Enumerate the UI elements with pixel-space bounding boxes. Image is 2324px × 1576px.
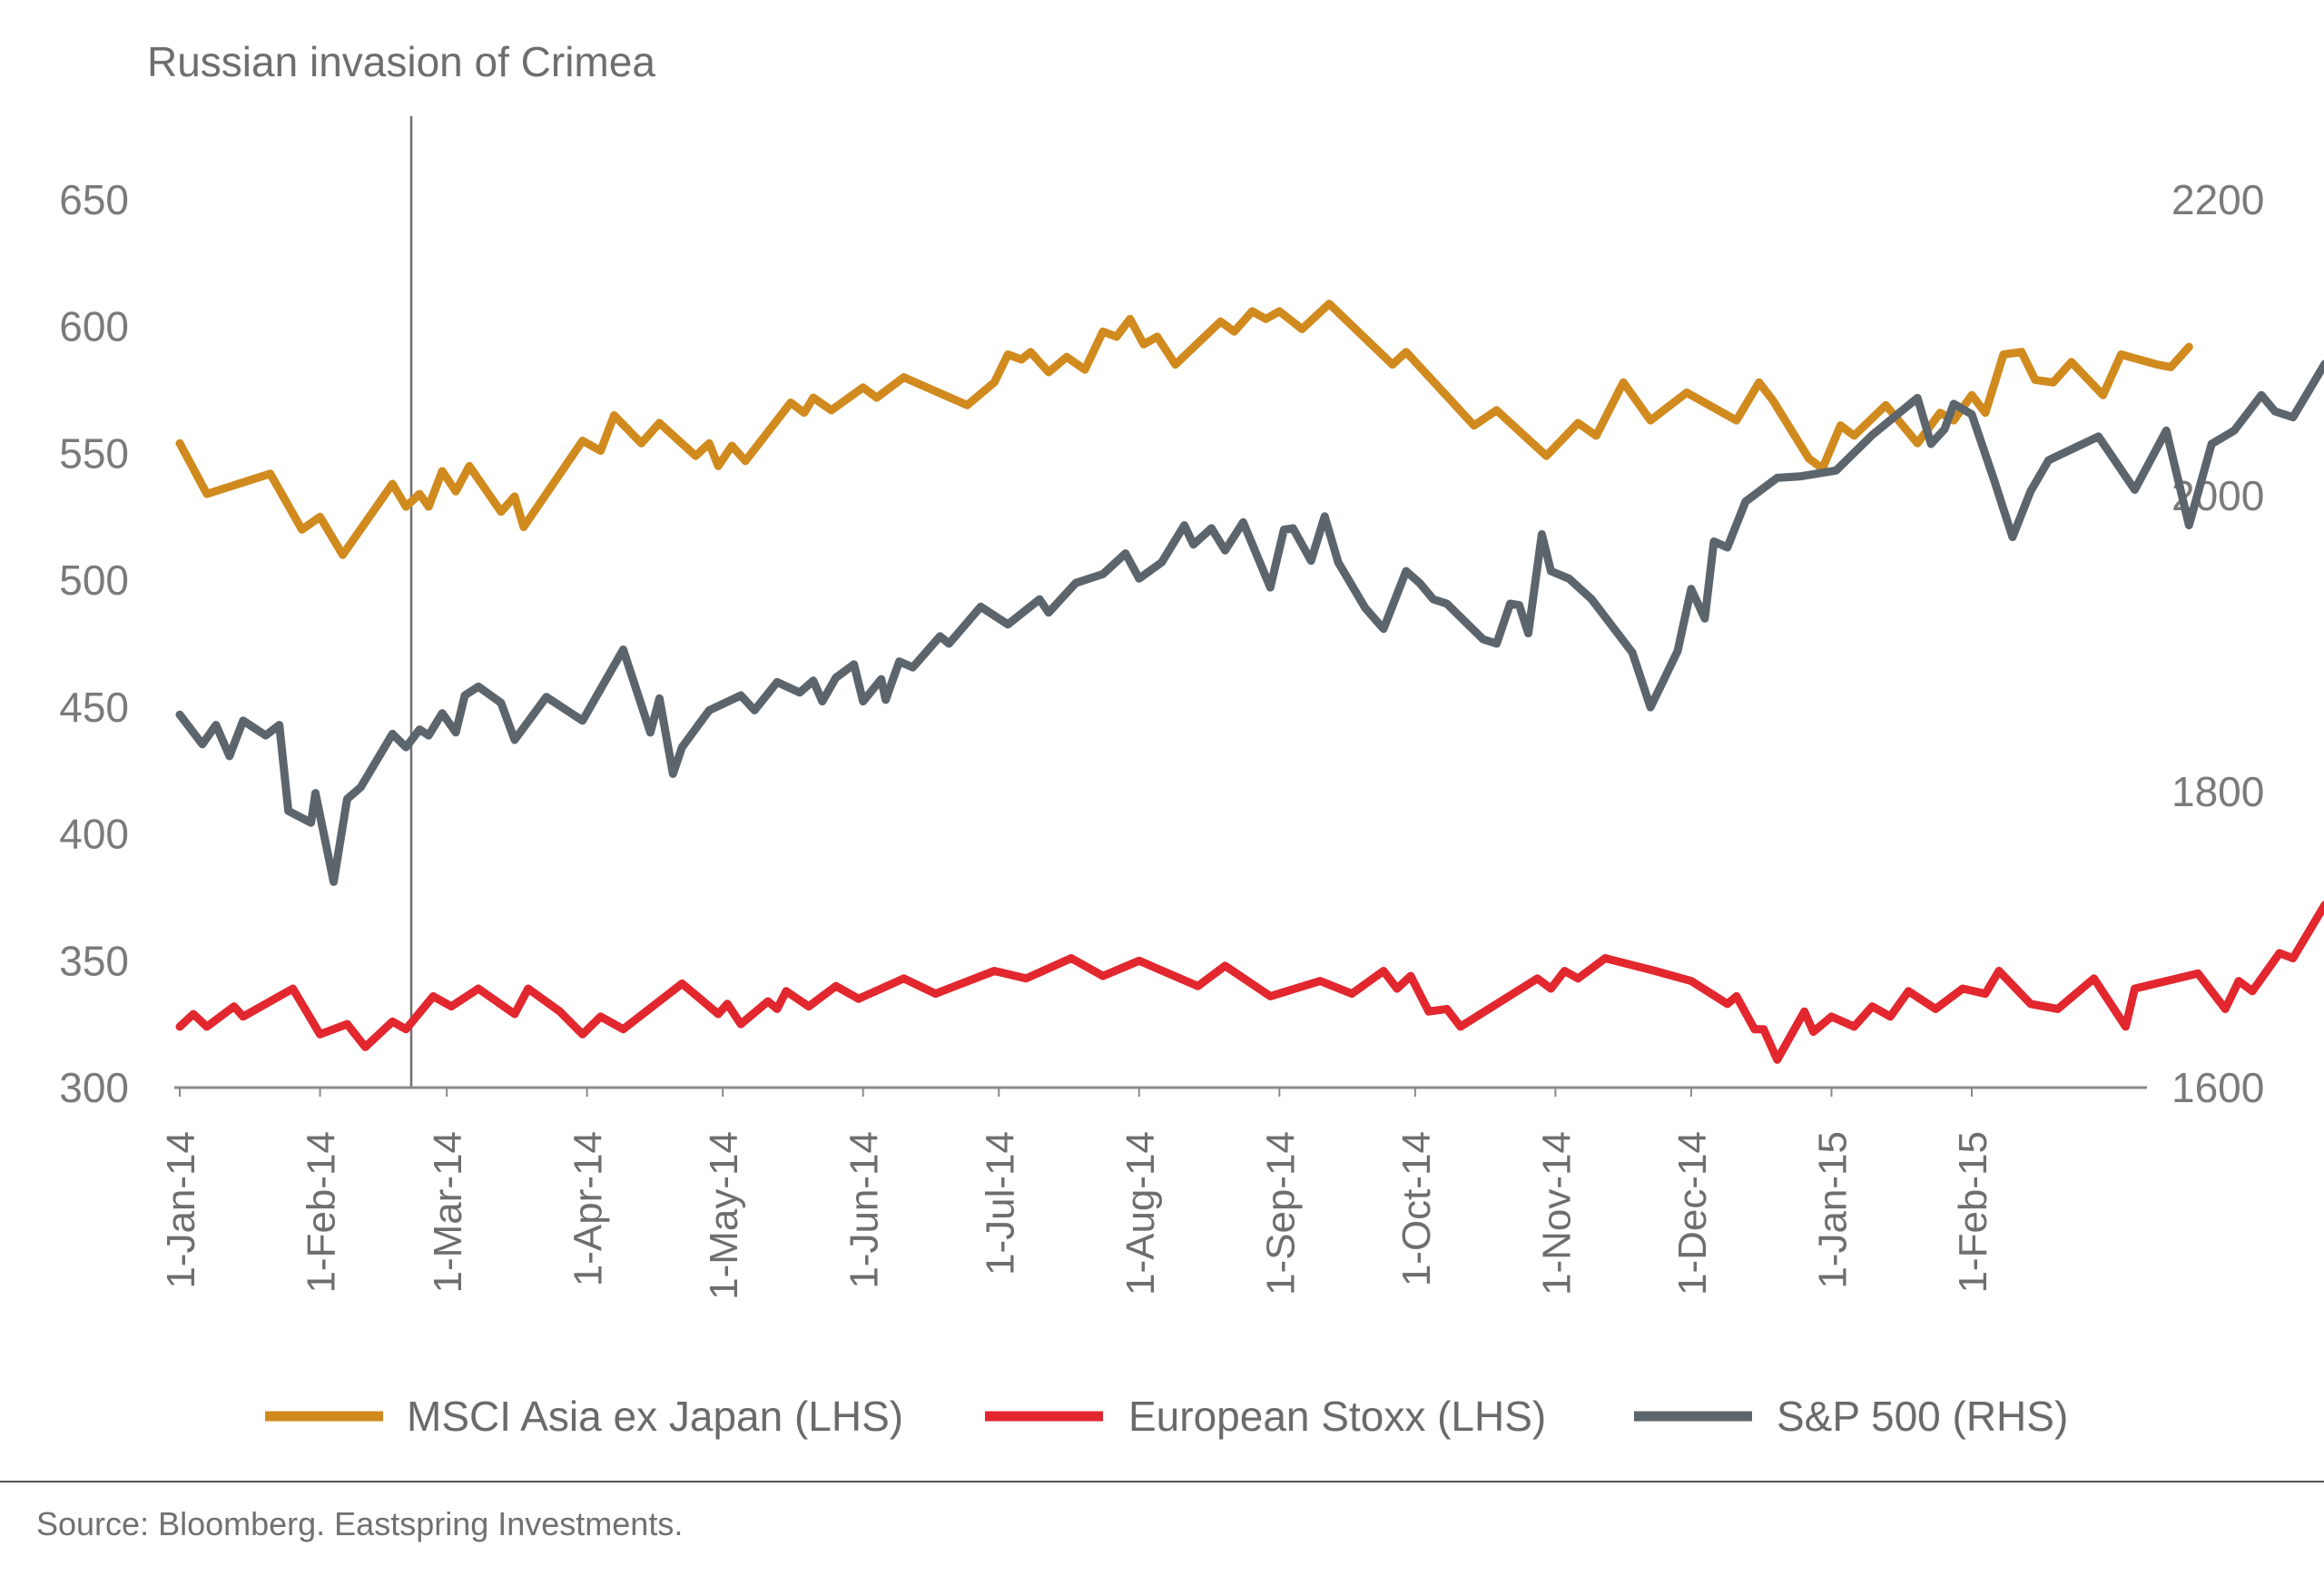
y-left-tick-label: 650 [59,176,129,223]
y-left-tick-label: 400 [59,811,129,858]
series-line-1 [175,300,2193,559]
legend-label: MSCI Asia ex Japan (LHS) [407,1393,903,1440]
y-right-tick-label: 1800 [2171,768,2264,815]
y-left-tick-label: 300 [59,1064,129,1111]
x-tick-label: 1-Nov-14 [1534,1131,1579,1295]
legend: MSCI Asia ex Japan (LHS) European Stoxx (… [265,1393,2068,1440]
x-tick-label: 1-Feb-15 [1951,1131,1995,1294]
series-layer [175,300,2324,1064]
x-tick-label: 1-Jan-15 [1810,1131,1855,1289]
series-line-2 [175,901,2324,1064]
y-left-tick-label: 600 [59,303,129,350]
y-left-tick-label: 450 [59,684,129,731]
x-tick-label: 1-Oct-14 [1394,1131,1439,1286]
y-right-tick-label: 1600 [2171,1064,2264,1111]
x-tick-label: 1-Apr-14 [566,1131,611,1286]
series-line-3 [175,360,2324,886]
x-tick-label: 1-Jan-14 [159,1131,203,1289]
y-left-tick-label: 550 [59,429,129,477]
legend-label: S&P 500 (RHS) [1777,1393,2068,1440]
annotation-label: Russian invasion of Crimea [147,38,655,85]
x-tick-label: 1-Mar-14 [426,1131,470,1294]
x-tick-label: 1-Feb-14 [300,1131,344,1294]
legend-label: European Stoxx (LHS) [1128,1393,1546,1440]
annotation-layer: Russian invasion of Crimea [147,38,655,1088]
x-tick-label: 1-Jul-14 [978,1131,1022,1276]
x-tick-label: 1-Sep-14 [1258,1131,1303,1295]
axis-layer: 3003504004505005506006501600180020002200… [59,176,2264,1300]
x-tick-label: 1-May-14 [702,1131,746,1300]
x-tick-label: 1-Jun-14 [842,1131,887,1289]
y-right-tick-label: 2200 [2171,176,2264,223]
x-tick-label: 1-Dec-14 [1670,1131,1715,1295]
y-left-tick-label: 500 [59,557,129,604]
source-note: Source: Bloomberg. Eastspring Investment… [36,1505,683,1542]
y-left-tick-label: 350 [59,937,129,984]
x-tick-label: 1-Aug-14 [1118,1131,1163,1295]
